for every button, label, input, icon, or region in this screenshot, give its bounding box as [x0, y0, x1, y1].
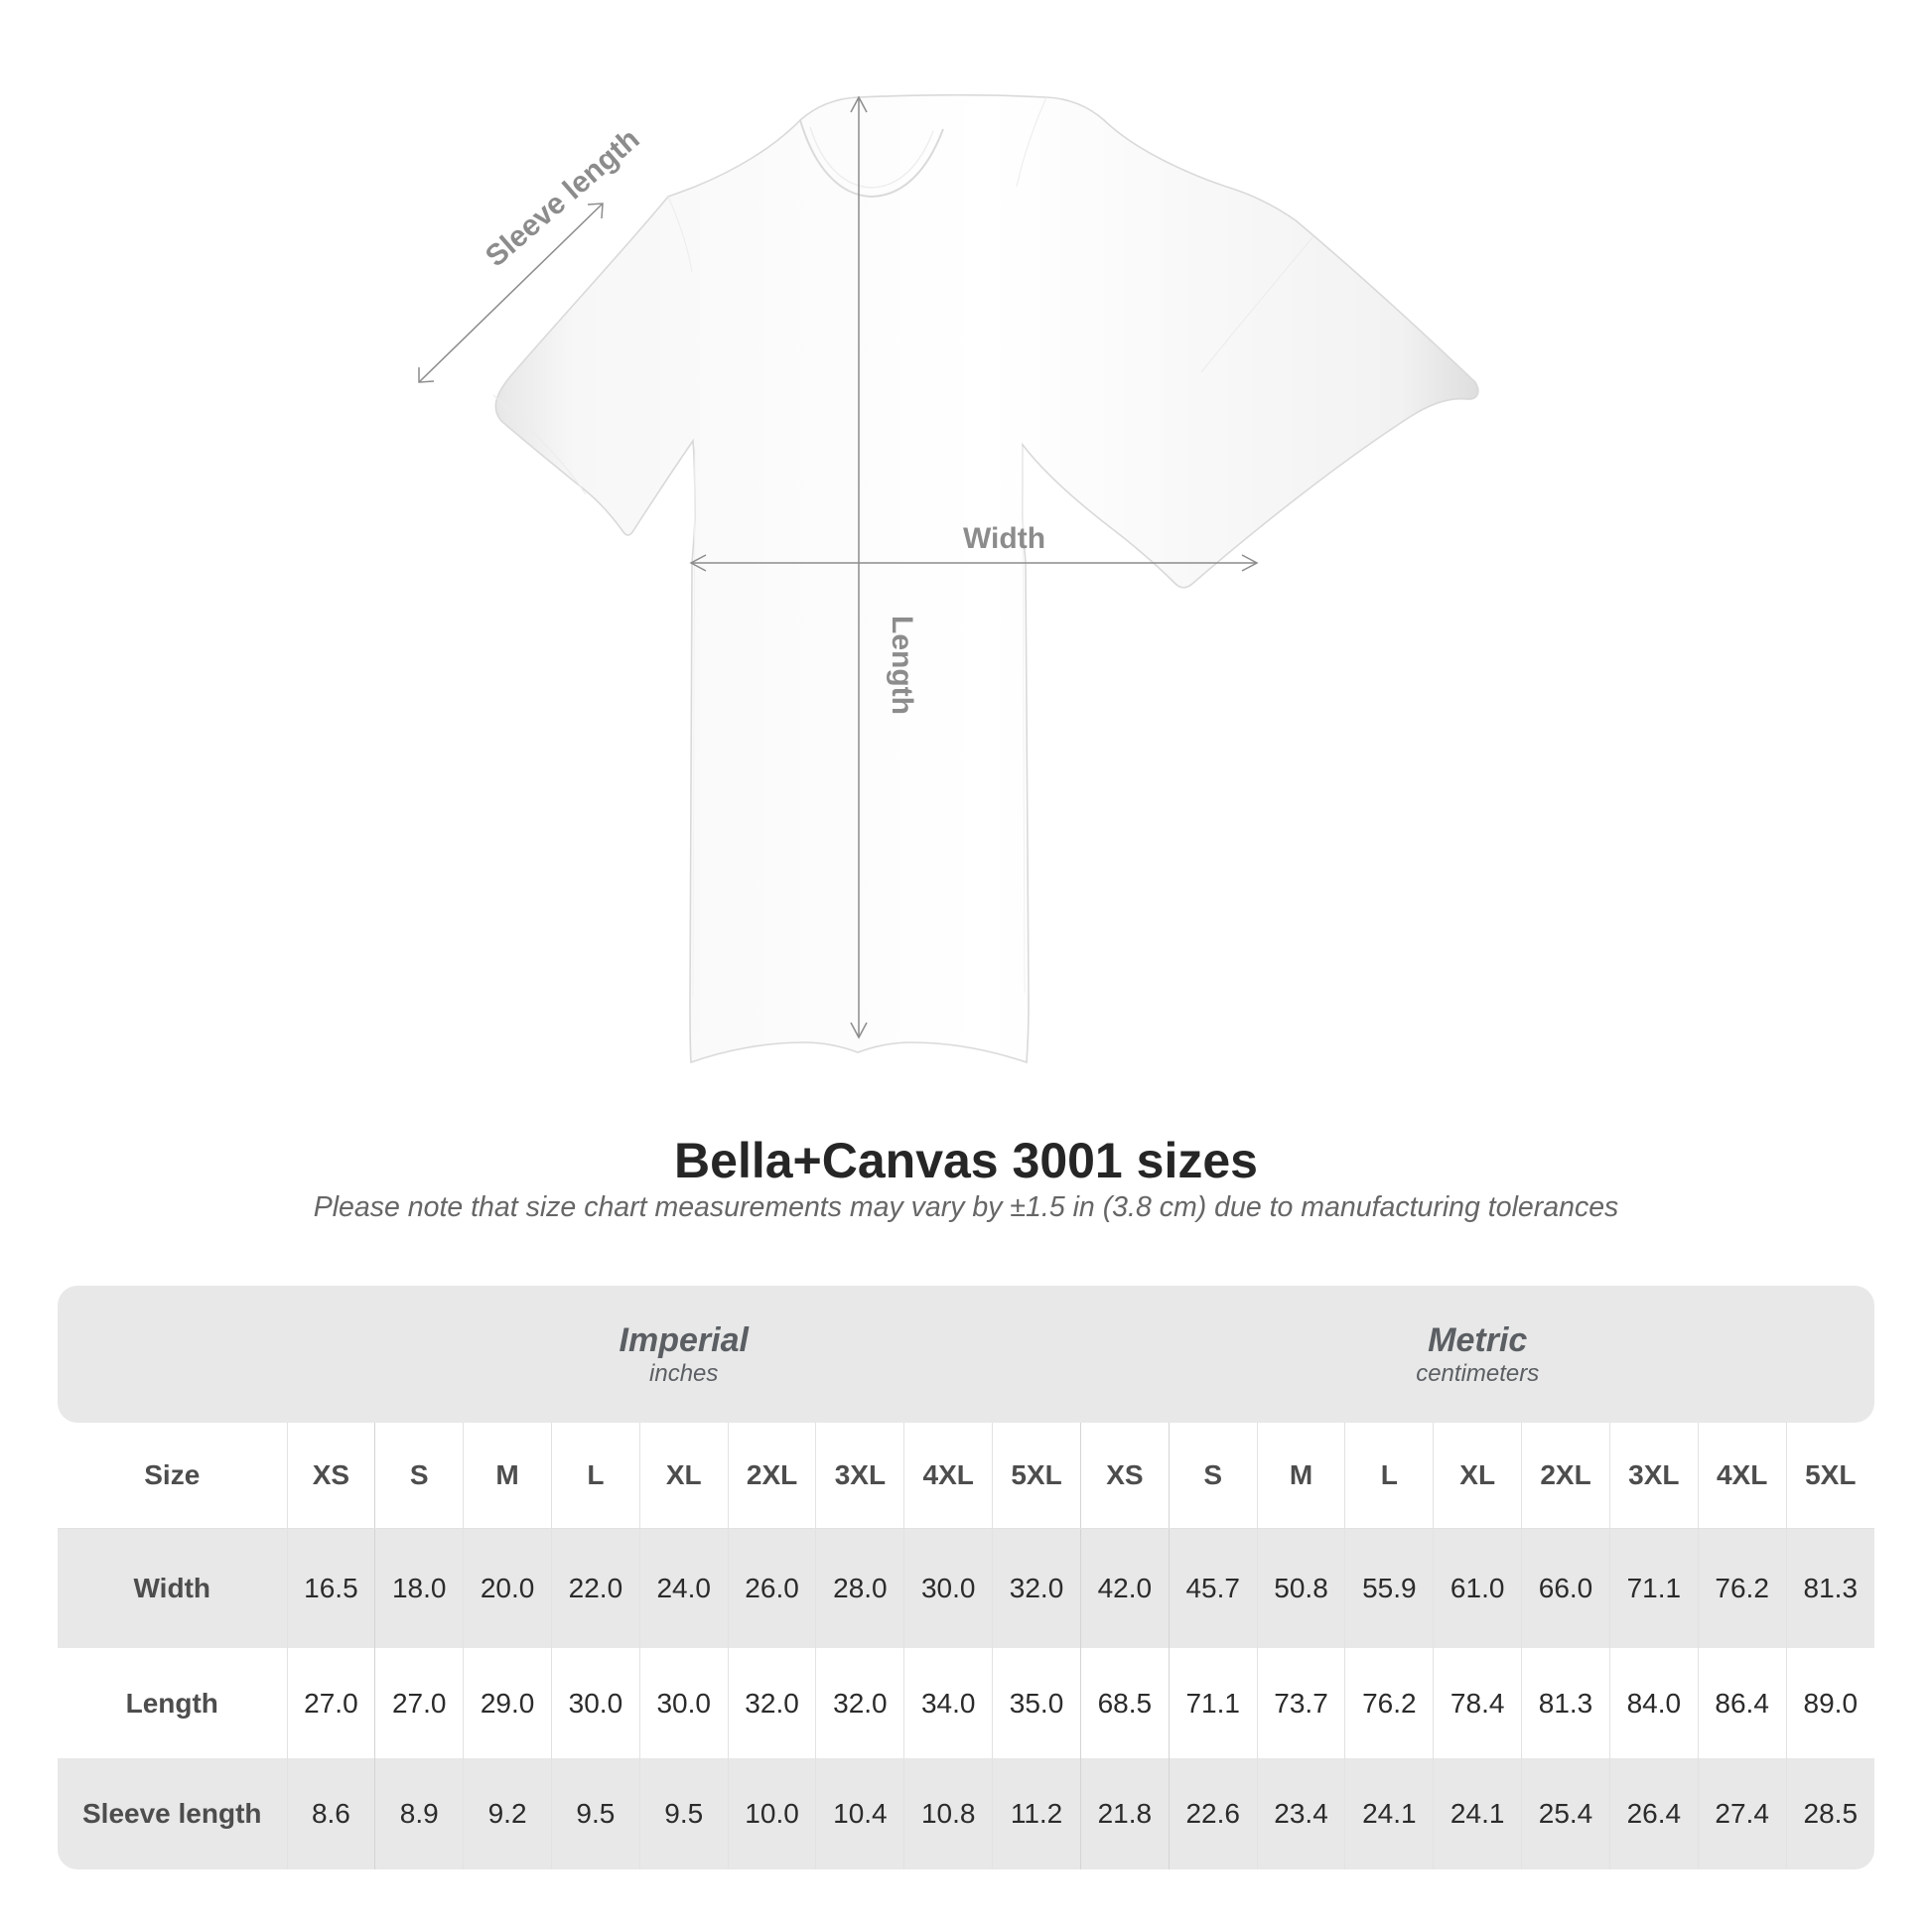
svg-text:Length: Length: [886, 616, 918, 715]
svg-text:Width: Width: [963, 522, 1045, 555]
